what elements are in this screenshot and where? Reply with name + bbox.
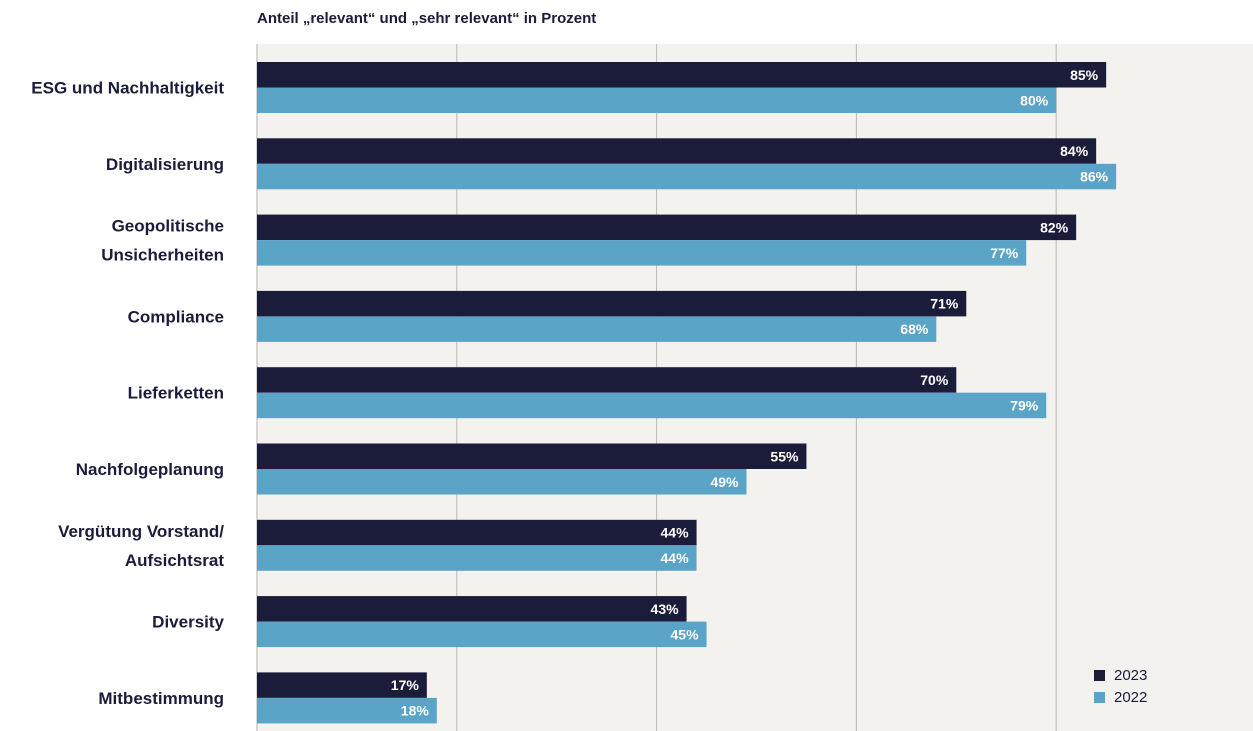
- category-label-0: ESG und Nachhaltigkeit: [31, 79, 224, 98]
- bar-2023-1: [257, 138, 1097, 164]
- legend-swatch-2022: [1094, 691, 1105, 703]
- bar-2023-7: [257, 596, 687, 622]
- bar-2023-6: [257, 519, 697, 546]
- category-label-4: Lieferketten: [128, 384, 224, 403]
- data-label-2023-1: 84%: [1060, 143, 1089, 159]
- category-label-1: Digitalisierung: [106, 155, 224, 174]
- bar-2022-7: [257, 621, 707, 648]
- data-label-2022-6: 44%: [661, 550, 690, 566]
- data-label-2023-2: 82%: [1040, 219, 1069, 235]
- data-label-2023-4: 70%: [920, 372, 949, 388]
- data-label-2022-8: 18%: [401, 703, 430, 719]
- bar-2022-3: [257, 316, 937, 342]
- category-label-5: Nachfolgeplanung: [76, 460, 224, 479]
- bar-2022-0: [257, 87, 1057, 113]
- data-label-2022-1: 86%: [1080, 169, 1109, 185]
- category-label-6: Vergütung Vorstand/Aufsichtsrat: [58, 522, 224, 570]
- data-label-2022-4: 79%: [1010, 397, 1039, 413]
- legend-swatch-2023: [1094, 669, 1105, 681]
- data-label-2022-3: 68%: [900, 321, 929, 337]
- legend: 2023 2022: [1094, 664, 1147, 708]
- bar-2022-4: [257, 392, 1047, 419]
- data-label-2022-2: 77%: [990, 245, 1019, 261]
- data-label-2023-0: 85%: [1070, 67, 1099, 83]
- bar-2022-5: [257, 469, 747, 495]
- legend-item-2023: 2023: [1094, 664, 1147, 686]
- bar-2022-2: [257, 240, 1027, 266]
- category-label-2: Geopolitische Unsicherheiten: [101, 217, 224, 265]
- data-label-2023-6: 44%: [661, 525, 690, 541]
- data-label-2023-7: 43%: [651, 601, 680, 617]
- bar-2023-8: [257, 672, 427, 698]
- data-label-2022-7: 45%: [671, 626, 700, 642]
- bar-2022-6: [257, 545, 697, 571]
- data-label-2023-5: 55%: [770, 448, 799, 464]
- bar-2023-2: [257, 214, 1077, 241]
- data-label-2023-8: 17%: [391, 677, 420, 693]
- data-label-2022-5: 49%: [710, 474, 739, 490]
- bar-2023-3: [257, 290, 967, 317]
- legend-label-2022: 2022: [1114, 688, 1148, 706]
- bar-2023-4: [257, 367, 957, 393]
- category-label-3: Compliance: [128, 307, 224, 326]
- data-label-2023-3: 71%: [930, 296, 959, 312]
- bar-2022-8: [257, 697, 437, 724]
- data-label-2022-0: 80%: [1020, 92, 1049, 108]
- bar-2023-0: [257, 62, 1107, 88]
- chart-title: Anteil „relevant“ und „sehr relevant“ in…: [257, 10, 597, 27]
- bar-2022-1: [257, 163, 1117, 190]
- legend-label-2023: 2023: [1114, 666, 1148, 684]
- category-label-7: Diversity: [152, 613, 224, 632]
- legend-item-2022: 2022: [1094, 686, 1147, 708]
- bar-2023-5: [257, 443, 807, 469]
- category-label-8: Mitbestimmung: [98, 689, 224, 708]
